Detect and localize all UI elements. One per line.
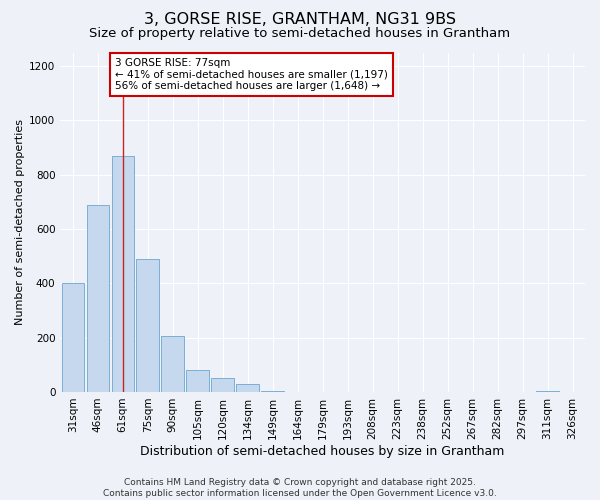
Bar bbox=[211, 378, 234, 392]
Text: Contains HM Land Registry data © Crown copyright and database right 2025.
Contai: Contains HM Land Registry data © Crown c… bbox=[103, 478, 497, 498]
Bar bbox=[136, 259, 159, 392]
Bar bbox=[86, 204, 109, 392]
Bar bbox=[187, 370, 209, 392]
Text: 3 GORSE RISE: 77sqm
← 41% of semi-detached houses are smaller (1,197)
56% of sem: 3 GORSE RISE: 77sqm ← 41% of semi-detach… bbox=[115, 58, 388, 91]
Text: Size of property relative to semi-detached houses in Grantham: Size of property relative to semi-detach… bbox=[89, 28, 511, 40]
Bar bbox=[536, 390, 559, 392]
Bar bbox=[262, 390, 284, 392]
Bar bbox=[236, 384, 259, 392]
X-axis label: Distribution of semi-detached houses by size in Grantham: Distribution of semi-detached houses by … bbox=[140, 444, 505, 458]
Bar bbox=[62, 284, 84, 392]
Bar bbox=[112, 156, 134, 392]
Y-axis label: Number of semi-detached properties: Number of semi-detached properties bbox=[15, 119, 25, 325]
Text: 3, GORSE RISE, GRANTHAM, NG31 9BS: 3, GORSE RISE, GRANTHAM, NG31 9BS bbox=[144, 12, 456, 28]
Bar bbox=[161, 336, 184, 392]
